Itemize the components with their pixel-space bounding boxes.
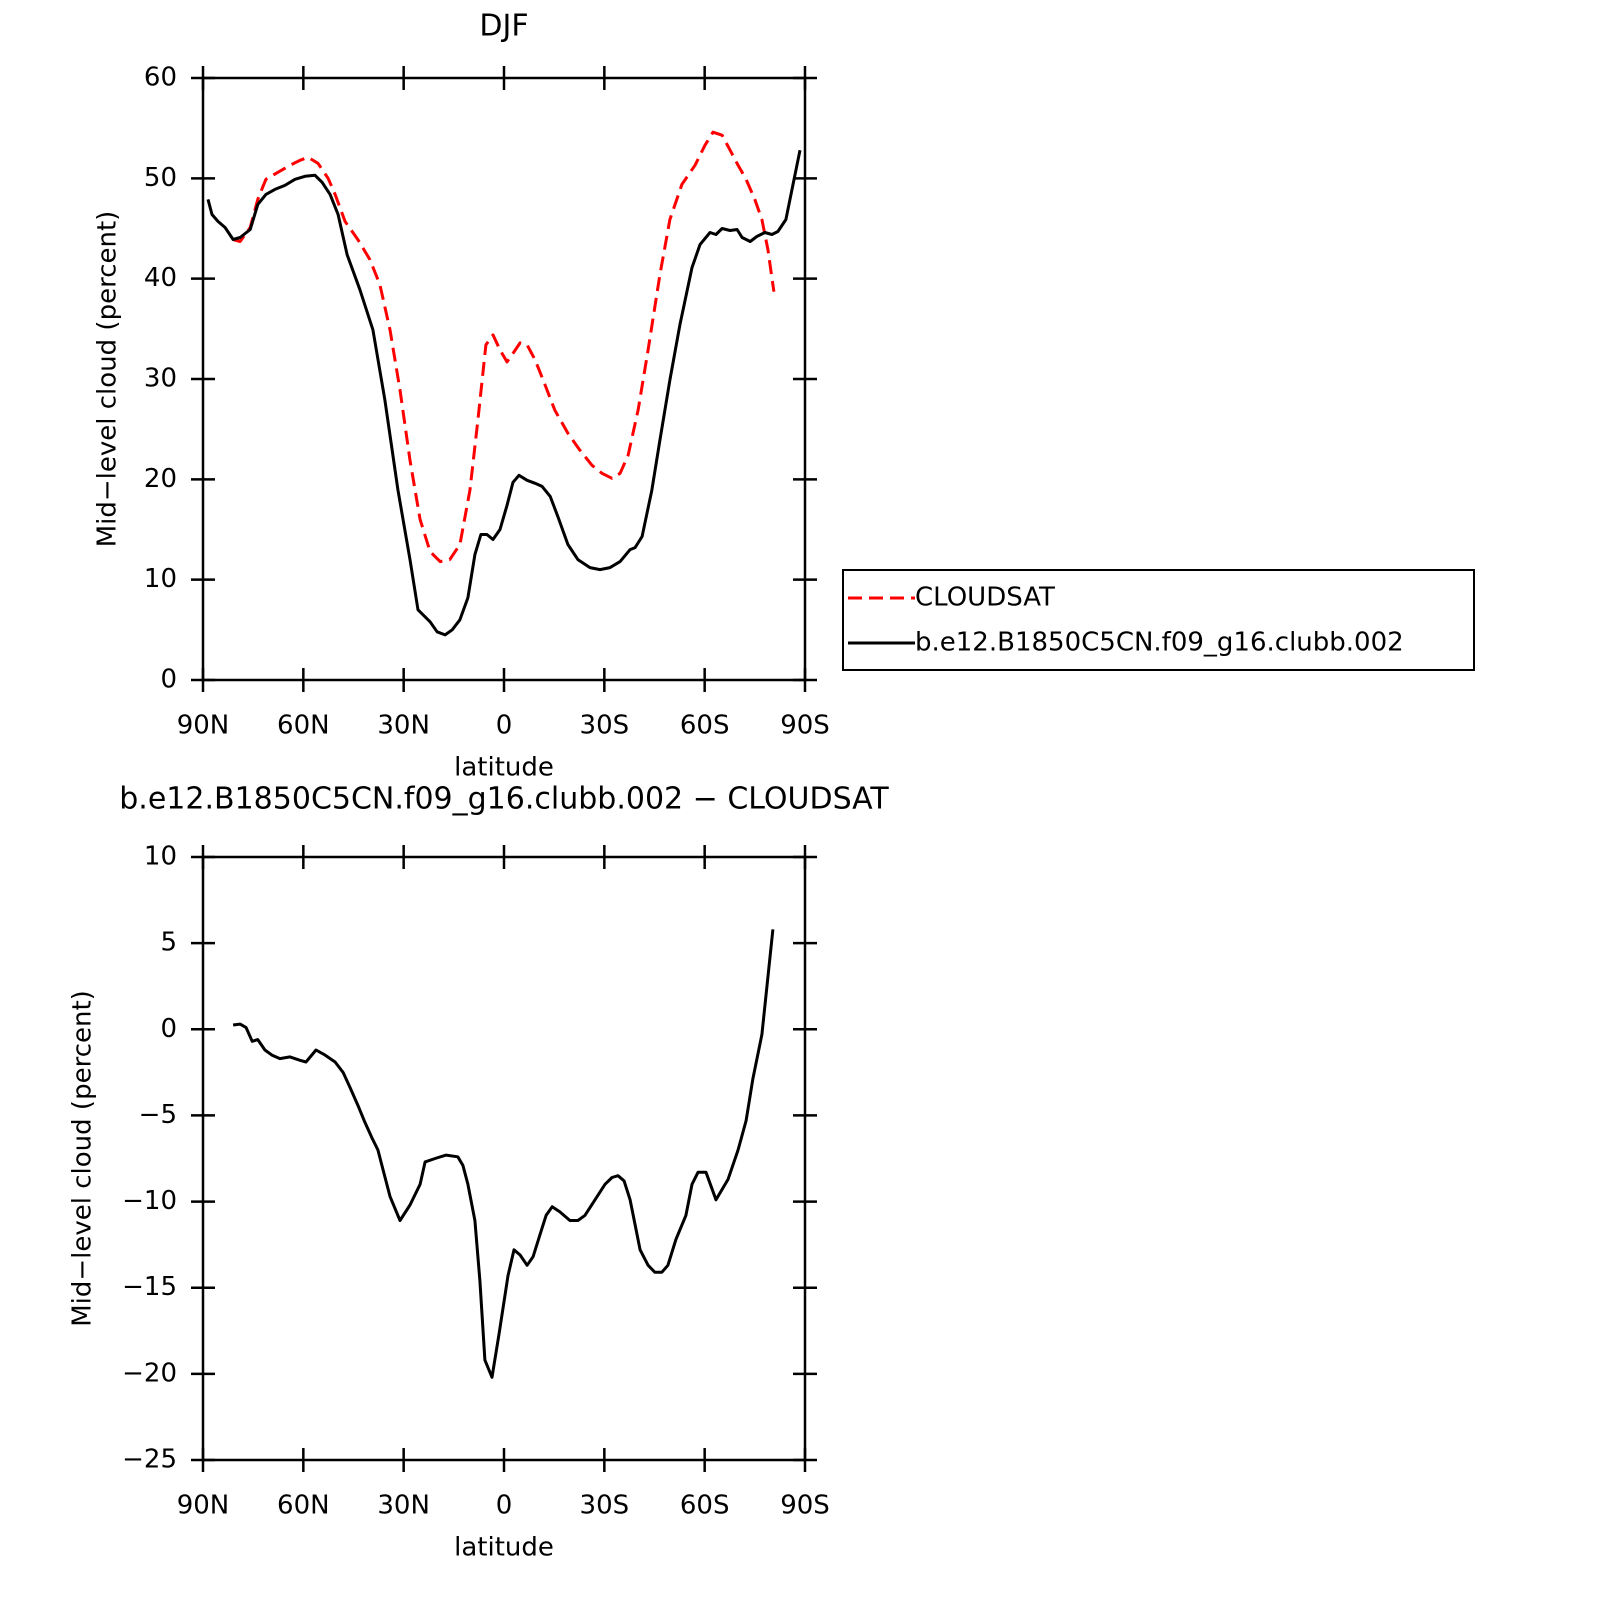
y-tick-label: −5	[139, 1100, 177, 1130]
y-tick-label: −20	[122, 1358, 177, 1388]
y-tick-label: 60	[144, 63, 177, 93]
y-axis-label: Mid−level cloud (percent)	[68, 990, 98, 1327]
y-tick-label: 5	[160, 928, 177, 958]
data-line	[232, 929, 775, 1379]
chart-title: b.e12.B1850C5CN.f09_g16.clubb.002 − CLOU…	[119, 782, 889, 817]
y-tick-label: −25	[122, 1445, 177, 1475]
y-tick-label: −15	[122, 1272, 177, 1302]
legend-label: b.e12.B1850C5CN.f09_g16.clubb.002	[915, 628, 1404, 658]
y-axis-label: Mid−level cloud (percent)	[93, 211, 123, 548]
x-tick-label: 90S	[780, 1491, 830, 1521]
data-line	[232, 130, 776, 564]
legend-box	[842, 569, 1475, 671]
x-tick-label: 0	[496, 1491, 513, 1521]
legend-label: CLOUDSAT	[915, 583, 1055, 613]
y-tick-label: 0	[160, 665, 177, 695]
y-tick-label: 30	[144, 364, 177, 394]
x-axis-label: latitude	[454, 753, 554, 783]
x-tick-label: 0	[496, 711, 513, 741]
x-tick-label: 60N	[277, 711, 330, 741]
y-tick-label: 10	[144, 564, 177, 594]
x-tick-label: 30N	[377, 711, 430, 741]
x-tick-label: 60S	[680, 711, 730, 741]
y-tick-label: 10	[144, 842, 177, 872]
x-tick-label: 60S	[680, 1491, 730, 1521]
x-tick-label: 30S	[580, 711, 630, 741]
y-tick-label: 40	[144, 263, 177, 293]
y-tick-label: 0	[160, 1014, 177, 1044]
x-axis-label: latitude	[454, 1533, 554, 1563]
x-tick-label: 90N	[177, 711, 230, 741]
x-tick-label: 90S	[780, 711, 830, 741]
y-tick-label: 50	[144, 163, 177, 193]
x-tick-label: 60N	[277, 1491, 330, 1521]
plot-frame	[201, 76, 807, 682]
x-tick-label: 90N	[177, 1491, 230, 1521]
x-tick-label: 30S	[580, 1491, 630, 1521]
chart-title: DJF	[479, 9, 528, 44]
y-tick-label: 20	[144, 464, 177, 494]
y-tick-label: −10	[122, 1186, 177, 1216]
x-tick-label: 30N	[377, 1491, 430, 1521]
plot-frame	[201, 855, 807, 1462]
data-line	[206, 149, 802, 637]
